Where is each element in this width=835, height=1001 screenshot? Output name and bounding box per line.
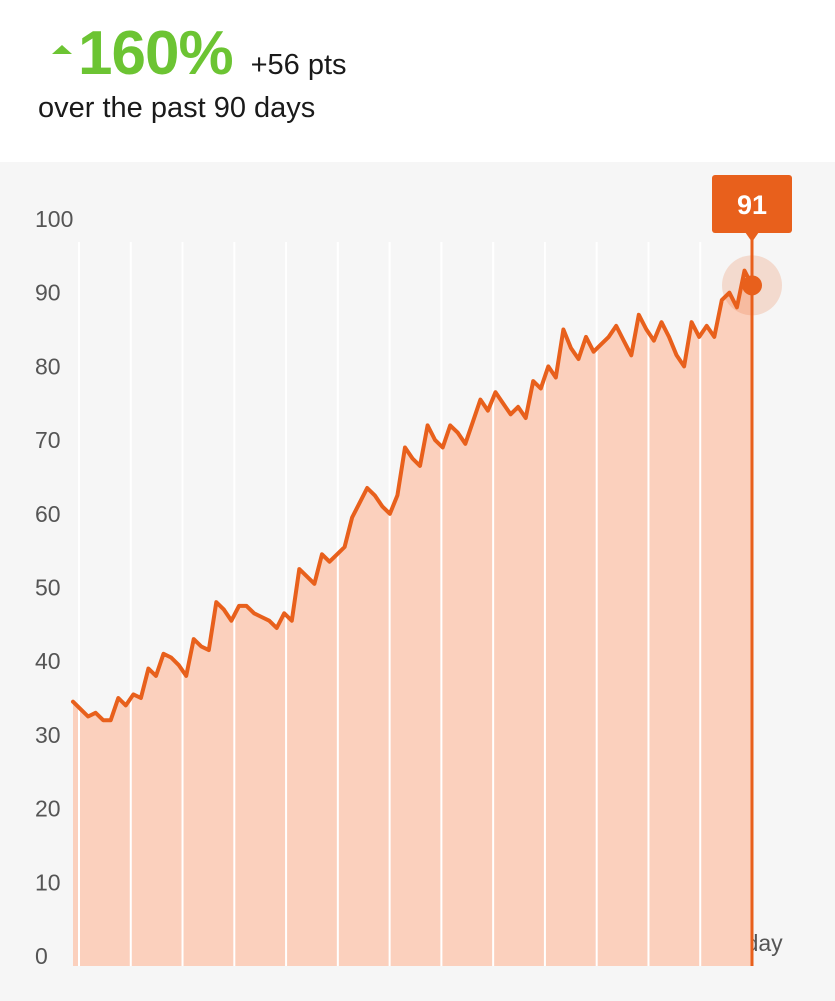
y-tick-label: 80 — [35, 353, 61, 379]
y-tick-label: 100 — [35, 206, 73, 232]
area-fill-path — [73, 270, 752, 967]
y-tick-label: 70 — [35, 427, 61, 453]
y-tick-label: 20 — [35, 796, 61, 822]
y-tick-label: 30 — [35, 722, 61, 748]
y-tick-label: 90 — [35, 280, 61, 306]
value-badge-pointer — [745, 232, 759, 242]
y-axis: 0 10 20 30 40 50 60 70 80 90 100 — [35, 206, 73, 969]
change-summary: 160% +56 pts — [52, 18, 347, 89]
summary-header: 160% +56 pts over the past 90 days — [0, 0, 835, 162]
area-fill — [73, 270, 752, 967]
marker-dot — [742, 275, 762, 296]
y-tick-label: 50 — [35, 575, 61, 601]
change-percent: 160% — [78, 19, 234, 88]
series-line — [71, 268, 754, 723]
y-tick-label: 60 — [35, 501, 61, 527]
up-arrow-icon — [52, 45, 72, 54]
y-tick-label: 0 — [35, 943, 48, 969]
value-badge-label: 91 — [737, 190, 767, 220]
current-value-marker[interactable]: 91 — [712, 175, 792, 966]
series-line-path — [71, 268, 754, 723]
period-label: over the past 90 days — [38, 92, 316, 124]
y-tick-label: 40 — [35, 648, 61, 674]
y-tick-label: 10 — [35, 869, 61, 895]
value-badge — [712, 175, 792, 233]
change-points: +56 pts — [250, 49, 347, 81]
